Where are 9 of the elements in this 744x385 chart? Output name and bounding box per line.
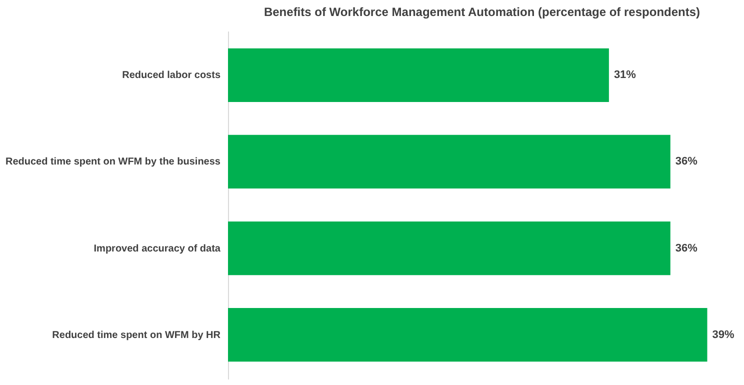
data-label: 36% [675, 156, 698, 168]
y-tick-label: Reduced time spent on WFM by the business [5, 156, 221, 168]
y-tick-label: Improved accuracy of data [94, 243, 221, 254]
y-tick-label: Reduced time spent on WFM by HR [52, 330, 222, 341]
y-tick-label: Reduced labor costs [122, 70, 221, 82]
chart-title: Benefits of Workforce Management Automation (percentage of respondents) [264, 5, 700, 19]
data-label: 39% [712, 328, 734, 341]
data-label: 36% [675, 242, 698, 254]
data-label: 31% [614, 69, 636, 82]
